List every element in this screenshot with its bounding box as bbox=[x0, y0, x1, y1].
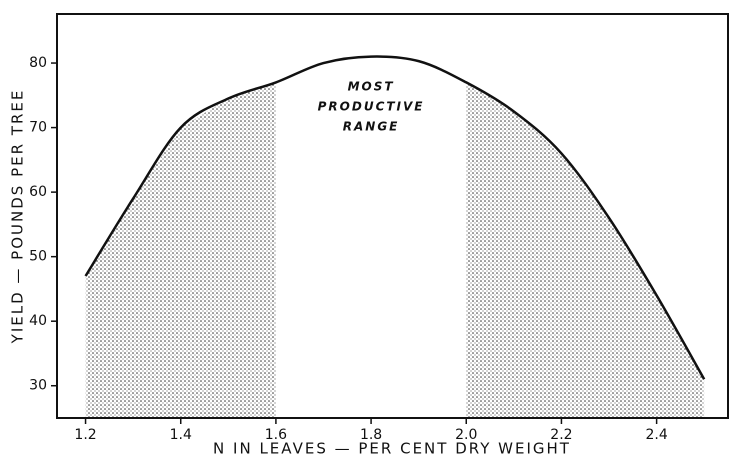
y-tick-label: 40 bbox=[29, 313, 47, 329]
x-tick-label: 2.0 bbox=[455, 427, 477, 443]
shaded-range bbox=[85, 82, 276, 419]
x-tick-label: 1.4 bbox=[170, 427, 192, 443]
y-tick-label: 70 bbox=[29, 120, 47, 136]
x-axis-label: N IN LEAVES — PER CENT DRY WEIGHT bbox=[213, 440, 571, 458]
x-tick-label: 2.4 bbox=[645, 427, 667, 443]
x-tick-label: 1.8 bbox=[360, 427, 382, 443]
y-tick-label: 30 bbox=[29, 378, 47, 394]
x-tick-label: 2.2 bbox=[550, 427, 572, 443]
annotation: MOST bbox=[348, 80, 395, 94]
x-tick-label: 1.2 bbox=[74, 427, 96, 443]
y-axis-label: YIELD — POUNDS PER TREE bbox=[9, 89, 27, 345]
plot-frame bbox=[56, 13, 729, 419]
x-tick-label: 1.6 bbox=[265, 427, 287, 443]
y-tick-label: 60 bbox=[29, 184, 47, 200]
shaded-range bbox=[466, 82, 705, 419]
y-tick-label: 80 bbox=[29, 55, 47, 71]
y-tick-label: 50 bbox=[29, 249, 47, 265]
annotation: RANGE bbox=[343, 120, 400, 134]
curve bbox=[84, 55, 706, 380]
annotation: PRODUCTIVE bbox=[318, 100, 425, 114]
